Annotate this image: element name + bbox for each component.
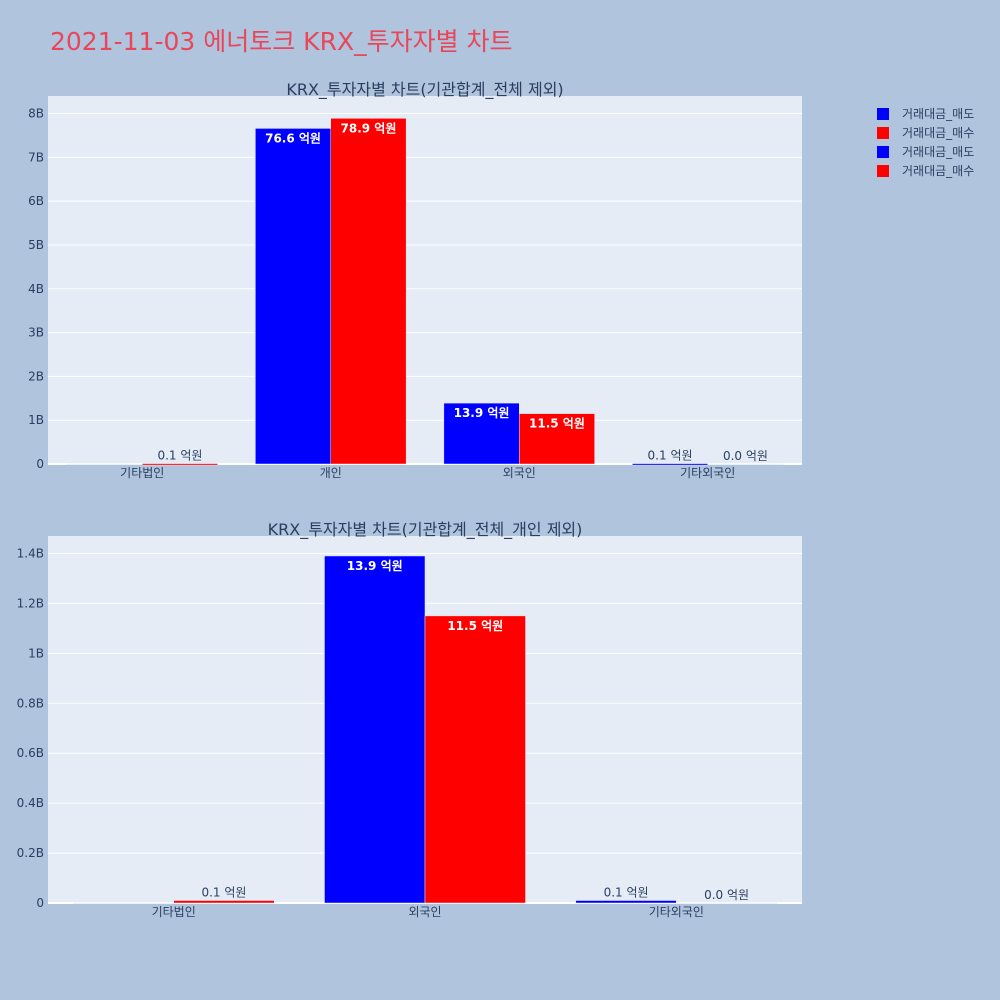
x-tick-label: 외국인 [408,905,441,919]
y-tick-label: 5B [28,238,44,252]
legend-label: 거래대금_매수 [902,164,974,178]
x-tick-label: 기타외국인 [649,905,704,919]
y-tick-label: 7B [28,150,44,164]
bar-data-label: 13.9 억원 [454,406,510,420]
y-tick-label: 8B [28,107,44,121]
x-tick-label: 기타외국인 [680,466,735,480]
bar-data-label: 0.0 억원 [723,449,768,463]
y-tick-label: 1B [28,646,44,660]
bar-buy [424,615,526,904]
y-tick-label: 1.4B [17,546,44,560]
legend-swatch [877,127,889,139]
y-tick-label: 3B [28,326,44,340]
x-tick-label: 개인 [320,466,342,480]
bar-sell [72,902,174,904]
bar-data-label: 11.5 억원 [447,619,503,633]
plot-area-1 [48,96,802,464]
bar-data-label: 11.5 억원 [529,417,585,431]
bar-buy [142,463,218,466]
legend-swatch [877,108,889,120]
bar-data-label: 78.9 억원 [341,121,397,135]
y-tick-label: 0 [36,896,44,910]
bar-buy [676,902,778,904]
bar-buy [519,413,595,465]
bar-data-label: 0.1 억원 [201,886,246,900]
page-title: 2021-11-03 에너토크 KRX_투자자별 차트 [50,27,513,56]
y-tick-label: 0.8B [17,696,44,710]
y-tick-label: 0 [36,457,44,471]
bar-sell [632,463,708,466]
legend-label: 거래대금_매도 [902,145,974,159]
y-tick-label: 6B [28,194,44,208]
legend-label: 거래대금_매도 [902,107,974,121]
x-tick-label: 기타법인 [120,466,164,480]
bar-data-label: 0.1 억원 [157,449,202,463]
bar-sell [255,128,332,465]
bar-data-label: 13.9 억원 [347,559,403,573]
legend-label: 거래대금_매수 [902,126,974,140]
bar-sell [443,402,520,465]
y-tick-label: 0.4B [17,796,44,810]
x-tick-label: 외국인 [503,466,536,480]
bar-sell [324,555,426,904]
legend-swatch [877,165,889,177]
y-tick-label: 1.2B [17,596,44,610]
bar-buy [707,463,784,465]
bar-sell [66,463,143,465]
bar-buy [330,118,407,465]
y-tick-label: 1B [28,413,44,427]
chart-title-1: KRX_투자자별 차트(기관합계_전체 제외) [286,80,563,100]
bar-data-label: 0.1 억원 [648,449,693,463]
y-tick-label: 0.6B [17,746,44,760]
x-tick-label: 기타법인 [152,905,196,919]
legend-swatch [877,146,889,158]
bar-buy [173,900,275,904]
bar-data-label: 0.0 억원 [704,888,749,902]
bar-sell [575,900,677,904]
y-tick-label: 2B [28,369,44,383]
bar-data-label: 76.6 억원 [265,131,321,145]
y-tick-label: 0.2B [17,846,44,860]
y-tick-label: 4B [28,282,44,296]
bar-data-label: 0.1 억원 [604,886,649,900]
chart-title-2: KRX_투자자별 차트(기관합계_전체_개인 제외) [268,520,583,540]
